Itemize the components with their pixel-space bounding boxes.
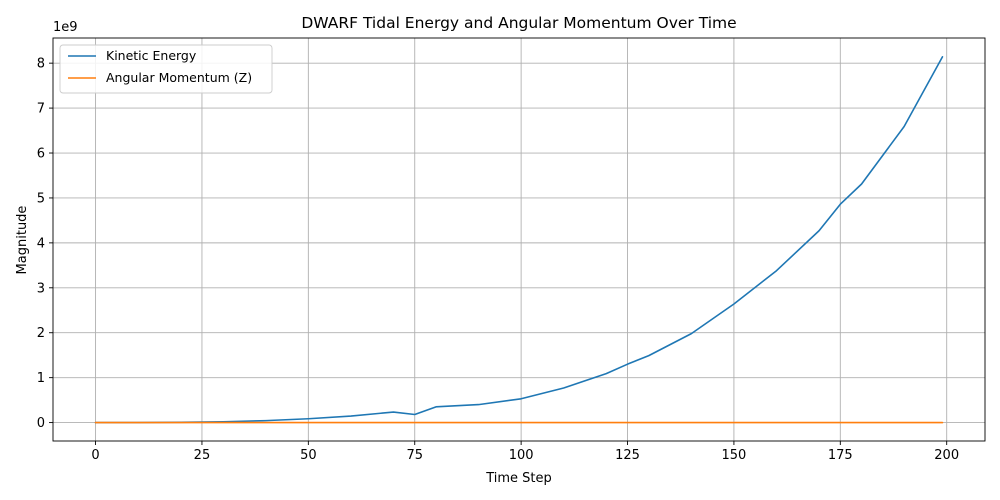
y-tick-label: 2 [37, 326, 45, 341]
legend-box [59, 44, 273, 94]
y-axis-label: Magnitude [15, 206, 30, 275]
y-tick-label: 6 [37, 147, 45, 162]
x-tick-label: 200 [934, 448, 959, 463]
y-tick-label: 3 [37, 281, 45, 296]
y-tick-label: 5 [37, 191, 45, 206]
x-tick-label: 0 [91, 448, 99, 463]
x-tick-label: 125 [615, 448, 640, 463]
x-tick-label: 50 [300, 448, 317, 463]
x-tick-label: 75 [406, 448, 423, 463]
x-tick-label: 100 [509, 448, 534, 463]
series-layer [94, 56, 944, 424]
y-tick-label: 1 [37, 371, 45, 386]
y-tick-label: 4 [37, 236, 45, 251]
chart-title: DWARF Tidal Energy and Angular Momentum … [301, 14, 736, 32]
x-axis-label: Time Step [485, 471, 552, 486]
axes-frame [52, 37, 986, 442]
y-tick-label: 8 [37, 57, 45, 72]
series-line-kinetic-energy [94, 56, 944, 424]
legend-label-angular-momentum: Angular Momentum (Z) [106, 70, 252, 85]
y-tick-label: 0 [37, 416, 45, 431]
y-offset-label: 1e9 [53, 20, 78, 35]
axis-ticks: 0 25 50 75 100 125 150 175 200 0 1 2 3 4 5 6 7 8 [37, 57, 959, 463]
legend-label-kinetic-energy: Kinetic Energy [106, 48, 197, 63]
x-tick-label: 150 [721, 448, 746, 463]
legend: Kinetic Energy Angular Momentum (Z) [59, 44, 273, 94]
y-tick-label: 7 [37, 102, 45, 117]
x-tick-label: 25 [194, 448, 211, 463]
x-tick-label: 175 [828, 448, 853, 463]
